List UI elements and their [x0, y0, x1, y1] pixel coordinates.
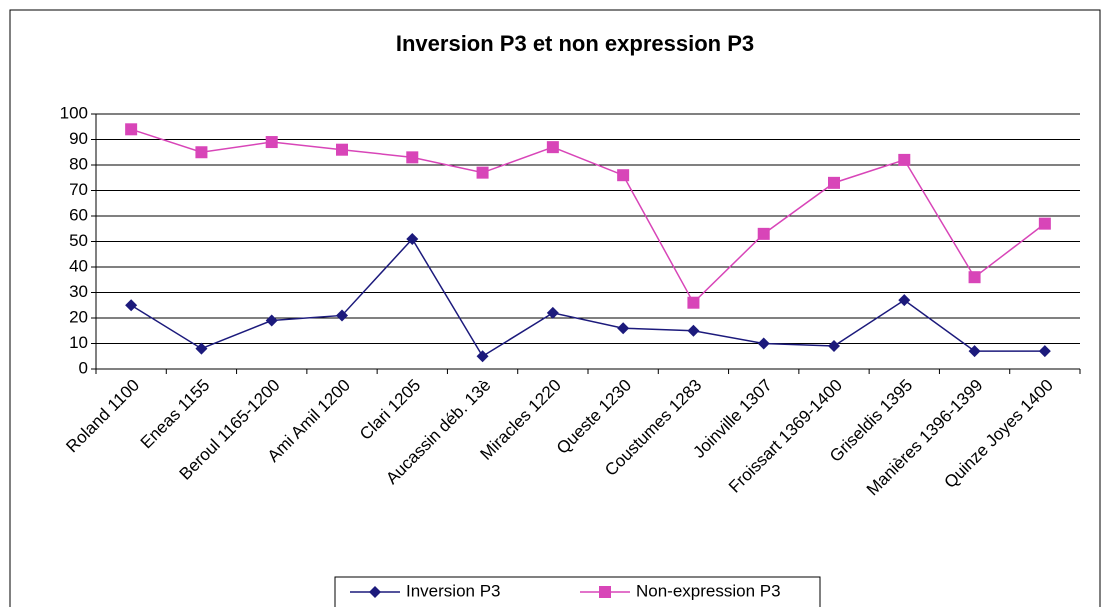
y-tick-label: 10 — [69, 333, 88, 352]
marker — [599, 586, 611, 598]
marker — [546, 306, 559, 319]
marker — [687, 296, 700, 309]
marker — [828, 340, 840, 353]
marker — [406, 232, 419, 245]
marker — [336, 143, 348, 156]
marker — [406, 151, 419, 164]
marker — [546, 141, 559, 154]
series-line — [130, 237, 1045, 358]
marker — [968, 345, 981, 358]
y-tick-label: 80 — [69, 154, 88, 173]
marker — [125, 123, 138, 136]
marker — [617, 169, 630, 182]
marker — [476, 166, 489, 179]
marker — [369, 586, 381, 598]
marker — [757, 337, 770, 350]
y-tick-label: 50 — [69, 231, 88, 250]
marker — [125, 299, 138, 312]
marker — [1038, 217, 1051, 230]
y-tick-label: 40 — [69, 256, 88, 275]
marker — [336, 309, 348, 322]
chart-title: Inversion P3 et non expression P3 — [396, 31, 754, 56]
legend-box — [334, 576, 821, 607]
y-tick-label: 60 — [69, 205, 88, 224]
y-tick-label: 90 — [69, 129, 88, 148]
y-tick-label: 20 — [69, 307, 88, 326]
marker — [968, 271, 981, 284]
marker — [195, 146, 208, 159]
chart-frame — [9, 9, 1101, 607]
marker — [687, 324, 700, 337]
marker — [265, 136, 278, 149]
legend-label: Non-expression P3 — [636, 581, 781, 600]
legend-label: Inversion P3 — [406, 581, 501, 600]
series-line — [130, 128, 1046, 304]
y-tick-label: 100 — [60, 103, 88, 122]
y-tick-label: 0 — [79, 358, 88, 377]
marker — [195, 342, 208, 355]
marker — [476, 350, 489, 363]
marker — [1038, 345, 1051, 358]
marker — [265, 314, 278, 327]
marker — [898, 153, 911, 166]
y-tick-label: 30 — [69, 282, 88, 301]
marker — [757, 227, 770, 240]
marker — [828, 176, 840, 189]
y-tick-label: 70 — [69, 180, 88, 199]
marker — [898, 294, 911, 307]
marker — [617, 322, 630, 335]
